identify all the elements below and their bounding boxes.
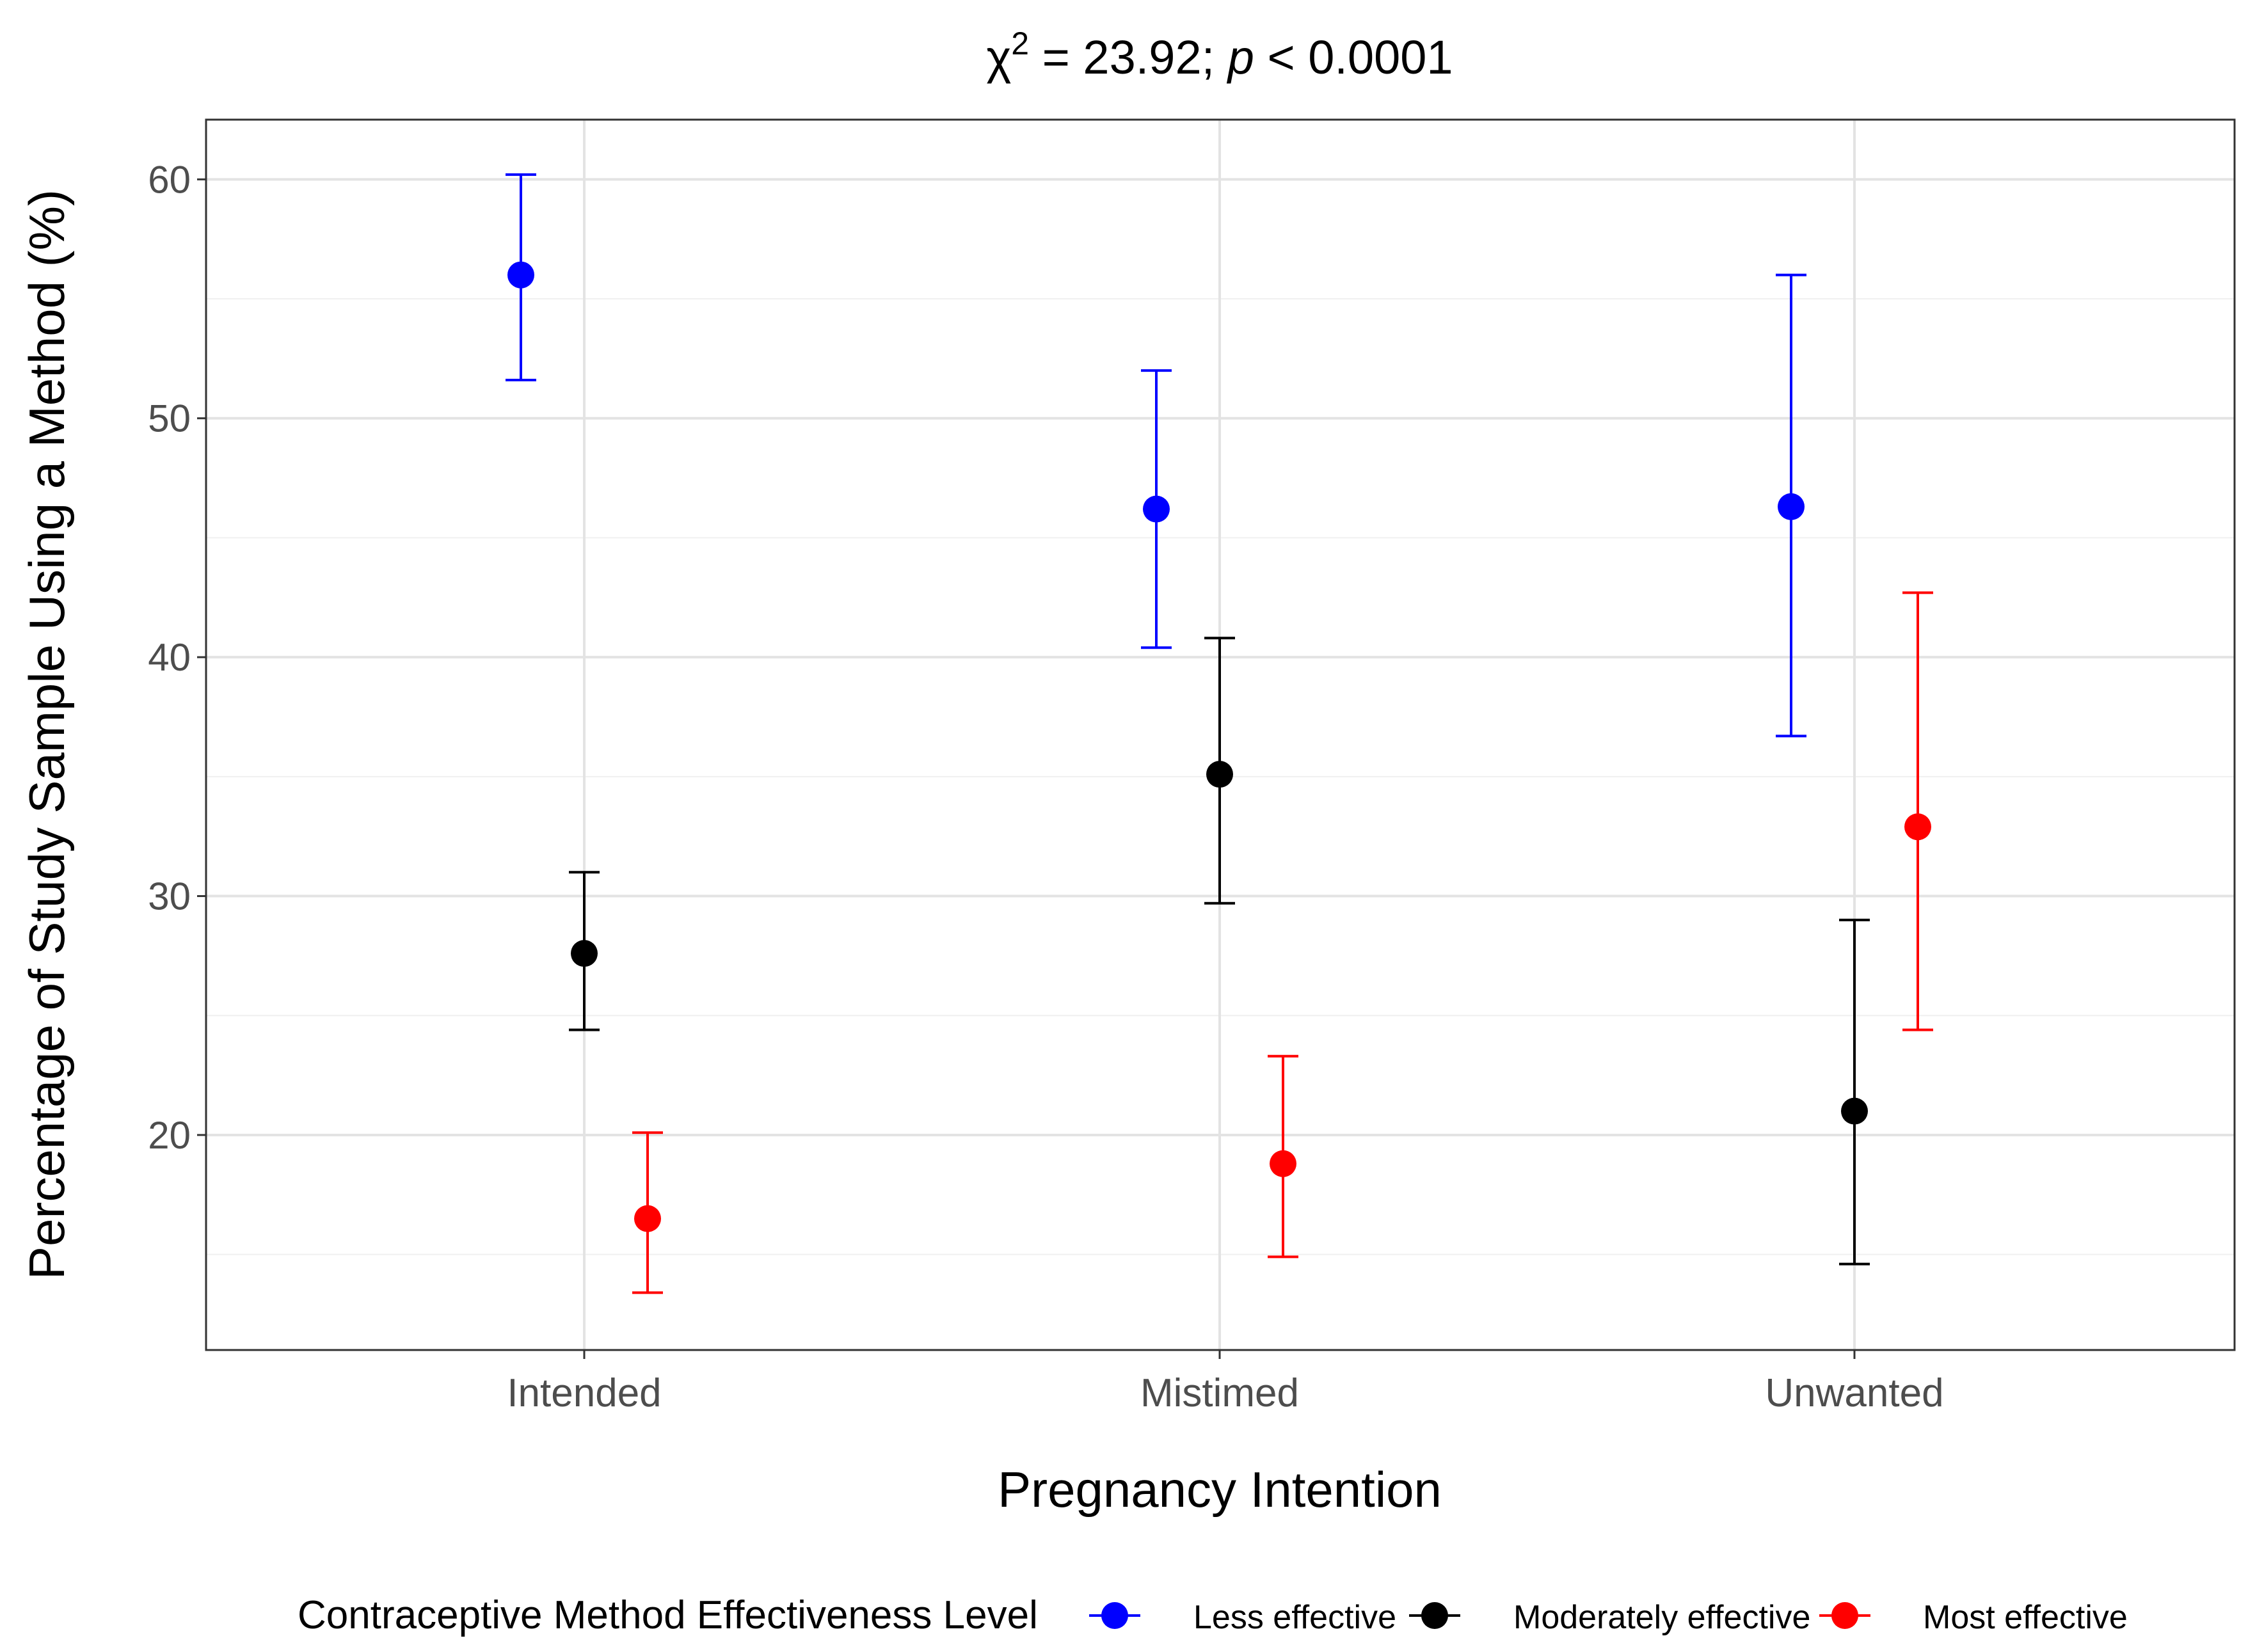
y-axis-title: Percentage of Study Sample Using a Metho…	[19, 189, 75, 1280]
chart-title: χ2 = 23.92; p < 0.0001	[986, 26, 1453, 84]
title-sup: 2	[1011, 26, 1029, 61]
legend-key-point	[1831, 1602, 1858, 1629]
y-tick-label: 20	[148, 1114, 191, 1157]
data-point	[1270, 1150, 1296, 1177]
y-tick-label: 50	[148, 397, 191, 440]
x-tick-label: Intended	[507, 1371, 661, 1415]
y-tick-label: 30	[148, 875, 191, 918]
data-point	[571, 940, 598, 967]
legend-label: Less effective	[1193, 1599, 1396, 1636]
legend-key-point	[1421, 1602, 1448, 1629]
legend-label: Moderately effective	[1513, 1599, 1810, 1636]
data-point	[1143, 495, 1170, 523]
data-point	[507, 261, 534, 289]
legend: Contraceptive Method Effectiveness Level…	[298, 1593, 2128, 1637]
y-axis: 20 30 40 50 60	[148, 158, 206, 1157]
title-p: p	[1227, 31, 1254, 84]
data-point	[1841, 1097, 1868, 1125]
x-axis-title: Pregnancy Intention	[998, 1461, 1442, 1518]
title-mid: = 23.92;	[1029, 31, 1228, 84]
title-chi: χ	[986, 31, 1011, 84]
x-axis: Intended Mistimed Unwanted	[507, 1350, 1944, 1415]
title-suffix: < 0.0001	[1254, 31, 1453, 84]
x-tick-label: Mistimed	[1140, 1371, 1299, 1415]
marks	[506, 173, 1933, 1294]
data-point	[1206, 761, 1233, 788]
data-point	[1778, 493, 1805, 520]
legend-key-point	[1101, 1602, 1128, 1629]
y-tick-label: 40	[148, 636, 191, 679]
data-point	[1904, 813, 1931, 841]
legend-label: Most effective	[1923, 1599, 2128, 1636]
data-point	[634, 1205, 661, 1232]
x-tick-label: Unwanted	[1765, 1371, 1943, 1415]
legend-title: Contraceptive Method Effectiveness Level	[298, 1593, 1038, 1637]
y-tick-label: 60	[148, 158, 191, 201]
